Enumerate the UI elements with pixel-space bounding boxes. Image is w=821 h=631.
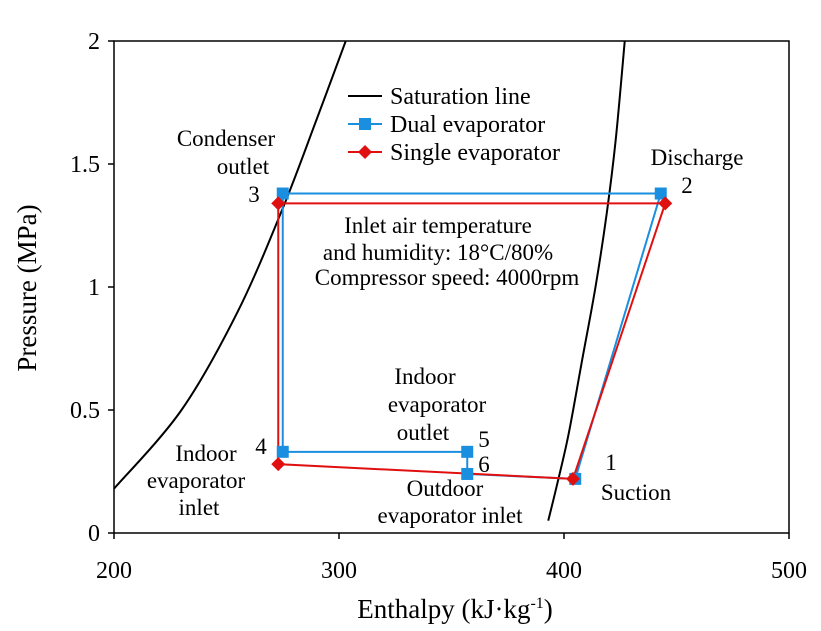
dual-evaporator-point xyxy=(276,187,289,200)
indoor-inlet-label-2: evaporator xyxy=(147,468,246,493)
single-evaporator-point xyxy=(658,196,673,211)
dual-evaporator-point xyxy=(276,445,289,458)
discharge-label: Discharge xyxy=(651,145,744,170)
conditions-line-3: Compressor speed: 4000rpm xyxy=(315,265,580,290)
legend-dual-marker xyxy=(359,118,371,130)
dual-evaporator-point xyxy=(461,467,474,480)
indoor-outlet-label-3: outlet xyxy=(397,420,450,445)
y-tick-label: 2 xyxy=(88,29,100,55)
dual-evaporator-point xyxy=(654,187,667,200)
single-evaporator-point xyxy=(566,471,580,486)
y-tick-label: 0 xyxy=(88,521,100,547)
x-tick-label: 200 xyxy=(96,558,132,584)
legend-dual-label: Dual evaporator xyxy=(390,112,545,138)
point-2-label: 2 xyxy=(681,173,693,198)
saturation-liquid-line xyxy=(113,40,347,490)
point-3-label: 3 xyxy=(248,182,260,207)
dual-evaporator-point xyxy=(461,445,474,458)
point-1-label: 1 xyxy=(605,450,617,475)
single-evaporator-point xyxy=(271,457,286,472)
indoor-inlet-label-3: inlet xyxy=(179,495,220,520)
y-axis-label: Pressure (MPa) xyxy=(12,204,42,371)
point-6-label: 6 xyxy=(478,452,490,477)
conditions-line-1: Inlet air temperature xyxy=(344,213,532,238)
suction-label: Suction xyxy=(601,480,672,505)
outdoor-inlet-label-2: evaporator inlet xyxy=(378,503,524,528)
conditions-line-2: and humidity: 18°C/80% xyxy=(323,240,553,265)
indoor-outlet-label-1: Indoor xyxy=(394,364,456,389)
legend: Saturation line Dual evaporator Single e… xyxy=(348,84,560,166)
saturation-vapor-line xyxy=(547,40,626,521)
x-tick-label: 300 xyxy=(321,558,357,584)
point-4-label: 4 xyxy=(255,434,267,459)
legend-single-marker xyxy=(358,145,372,159)
x-axis-label: Enthalpy (kJ·kg-1) xyxy=(357,594,553,624)
indoor-outlet-label-2: evaporator xyxy=(388,392,487,417)
x-tick-label: 500 xyxy=(771,558,807,584)
legend-single-label: Single evaporator xyxy=(390,140,560,166)
outdoor-inlet-label-1: Outdoor xyxy=(407,476,484,501)
condenser-outlet-label-1: Condenser xyxy=(177,126,276,151)
y-tick-label: 1.5 xyxy=(70,152,100,178)
point-5-label: 5 xyxy=(478,427,490,452)
y-tick-label: 1 xyxy=(88,275,100,301)
indoor-inlet-label-1: Indoor xyxy=(175,441,237,466)
y-tick-label: 0.5 xyxy=(70,398,100,424)
condenser-outlet-label-2: outlet xyxy=(217,154,270,179)
x-tick-label: 400 xyxy=(546,558,582,584)
single-evaporator-point xyxy=(271,196,286,211)
legend-saturation-label: Saturation line xyxy=(390,84,531,110)
